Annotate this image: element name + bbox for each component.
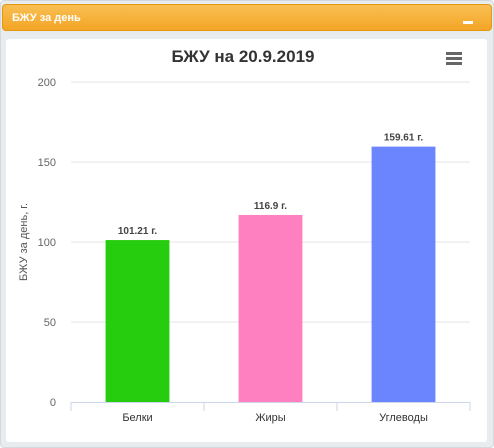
x-tick-label: Жиры [255,412,285,424]
y-tick-label: 150 [38,157,56,169]
y-tick-label: 50 [44,317,56,329]
bar-1[interactable] [238,214,303,402]
y-axis-title: БЖУ за день, г. [18,203,30,281]
panel-header: БЖУ за день [2,4,492,31]
minus-icon[interactable] [463,16,473,26]
bar-0[interactable] [105,240,170,402]
bar-2[interactable] [371,146,436,402]
data-label: 101.21 г. [118,226,158,237]
y-tick-label: 100 [38,237,56,249]
x-tick-label: Углеводы [379,412,428,424]
y-tick-label: 0 [50,397,56,409]
data-label: 116.9 г. [254,201,287,212]
data-label: 159.61 г. [384,133,424,144]
chart-title: БЖУ на 20.9.2019 [172,47,315,66]
y-tick-label: 200 [38,77,56,89]
panel-title: БЖУ за день [12,12,81,24]
hamburger-menu-icon[interactable] [446,52,464,66]
x-tick-label: Белки [122,412,152,424]
